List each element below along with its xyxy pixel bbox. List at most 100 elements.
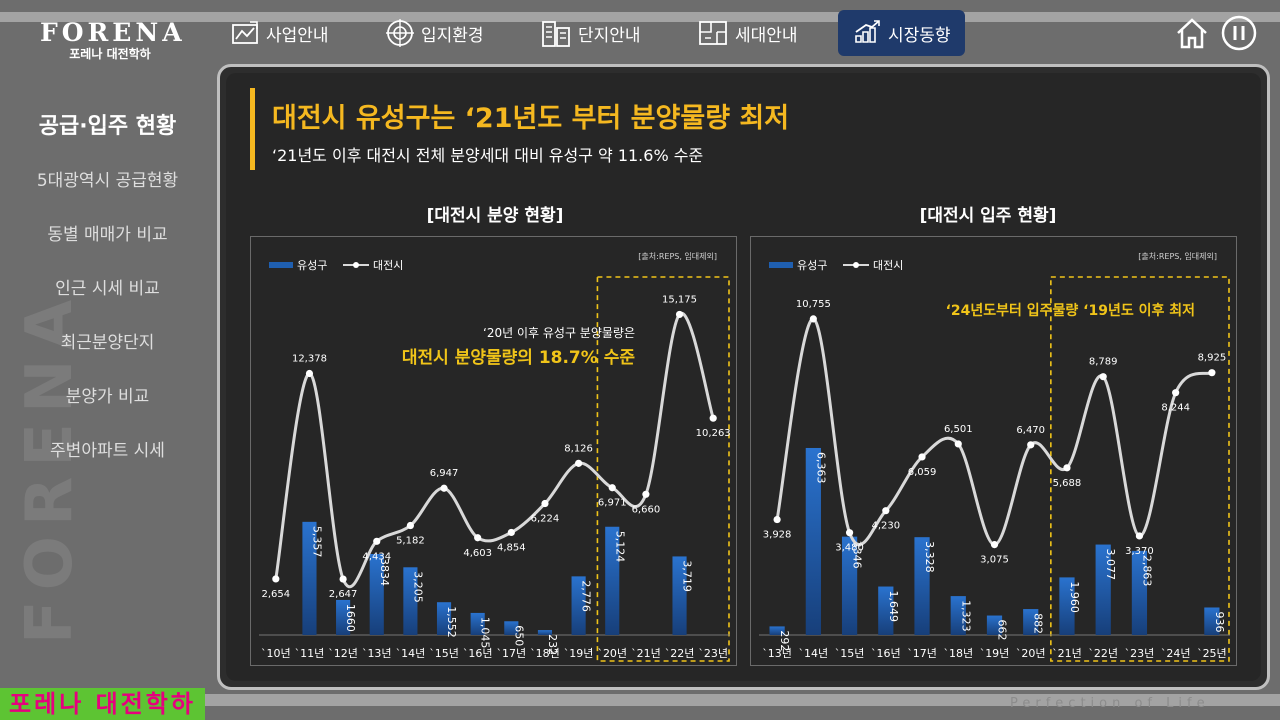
nav-item-units[interactable]: 세대안내 xyxy=(697,10,798,56)
source-note: [출처:REPS, 임대제외] xyxy=(638,251,717,261)
line-value-label: 8,126 xyxy=(564,443,593,454)
line-value-label: 4,603 xyxy=(463,548,492,559)
line-value-label: 12,378 xyxy=(292,354,327,365)
bar-value-label: 3,077 xyxy=(1104,549,1117,581)
bar-value-label: 1,045 xyxy=(479,617,492,649)
source-note: [출처:REPS, 임대제외] xyxy=(1138,251,1217,261)
bar-yuseong xyxy=(369,554,384,635)
sidebar: 공급·입주 현황 5대광역시 공급현황 동별 매매가 비교 인근 시세 비교 최… xyxy=(0,100,215,478)
line-point xyxy=(541,499,549,508)
x-tick-label: `17년 xyxy=(497,647,527,660)
x-tick-label: `11년 xyxy=(295,647,325,660)
pause-icon[interactable] xyxy=(1220,14,1258,52)
bar-yuseong xyxy=(436,602,452,635)
bar-yuseong xyxy=(1023,609,1039,635)
line-value-label: 10,755 xyxy=(796,299,831,310)
brand-logo[interactable]: FORENA 포레나 대전학하 xyxy=(40,18,182,62)
bar-yuseong xyxy=(605,526,620,635)
line-point xyxy=(709,414,717,422)
line-value-label: 8,925 xyxy=(1198,353,1227,364)
sidebar-item-supply-occupancy[interactable]: 공급·입주 현황 xyxy=(38,114,177,139)
bar-yuseong xyxy=(1131,550,1148,635)
legend-line-marker xyxy=(853,262,859,268)
page-subtitle: ‘21년도 이후 대전시 전체 분양세대 대비 유성구 약 11.6% 수준 xyxy=(272,146,704,165)
blueprint-icon xyxy=(232,21,258,44)
nav-label: 시장동향 xyxy=(888,25,951,46)
x-tick-label: `10년 xyxy=(261,647,291,660)
bar-value-label: 5,357 xyxy=(310,526,323,558)
nav-item-business[interactable]: 사업안내 xyxy=(230,10,329,56)
footer-tagline: Perfection of Life xyxy=(1010,696,1210,711)
x-tick-label: `16년 xyxy=(871,647,901,660)
bar-value-label: 5,124 xyxy=(613,531,626,563)
home-icon[interactable] xyxy=(1173,14,1211,52)
sidebar-item-sale-price[interactable]: 분양가 비교 xyxy=(65,387,150,407)
sidebar-item-nearby-price[interactable]: 인근 시세 비교 xyxy=(55,279,160,299)
line-point xyxy=(507,528,515,537)
bar-yuseong xyxy=(878,586,894,635)
building-icon xyxy=(542,21,570,47)
line-point xyxy=(440,484,448,492)
sidebar-item-nearby-apartments[interactable]: 주변아파트 시세 xyxy=(50,441,165,461)
x-tick-label: `18년 xyxy=(530,647,560,660)
line-point xyxy=(882,507,890,515)
sidebar-item-metro-supply[interactable]: 5대광역시 공급현황 xyxy=(36,171,179,191)
bar-yuseong xyxy=(1059,577,1075,635)
line-point xyxy=(608,484,616,492)
nav-label: 사업안내 xyxy=(266,25,329,46)
legend-line-marker xyxy=(353,262,359,268)
x-tick-label: `14년 xyxy=(396,647,426,660)
chart-title-sales: [대전시 분양 현황] xyxy=(426,206,564,226)
bar-value-label: 1,649 xyxy=(887,591,900,623)
bar-yuseong xyxy=(504,621,519,635)
x-tick-label: `13년 xyxy=(362,647,392,660)
legend-label-daejeon: 대전시 xyxy=(873,259,903,272)
x-tick-label: `20년 xyxy=(597,647,627,660)
line-value-label: 6,971 xyxy=(598,498,627,509)
bar-value-label: 936 xyxy=(1213,611,1226,632)
x-tick-label: `16년 xyxy=(463,647,493,660)
bar-value-label: 650 xyxy=(512,625,525,646)
line-value-label: 3,928 xyxy=(763,530,792,541)
sidebar-item-recent-sales[interactable]: 최근분양단지 xyxy=(60,333,155,353)
bar-value-label: 3346 xyxy=(851,541,864,569)
bar-yuseong xyxy=(769,626,785,635)
bar-value-label: 292 xyxy=(778,630,791,651)
bar-value-label: 1,960 xyxy=(1068,581,1081,613)
content-panel xyxy=(217,64,1270,690)
line-value-label: 2,647 xyxy=(329,589,358,600)
line-point xyxy=(339,575,347,583)
line-point xyxy=(305,369,314,378)
x-tick-label: `23년 xyxy=(698,647,728,660)
line-point xyxy=(990,541,999,549)
line-point xyxy=(642,490,650,498)
x-tick-label: `14년 xyxy=(799,647,829,660)
target-icon xyxy=(386,19,414,47)
line-value-label: 4,230 xyxy=(871,521,900,532)
bar-value-label: 3,205 xyxy=(411,571,424,603)
bar-value-label: 1660 xyxy=(344,604,357,632)
bar-value-label: 6,363 xyxy=(814,452,827,484)
bar-value-label: 3,328 xyxy=(923,541,936,573)
x-tick-label: `15년 xyxy=(835,647,865,660)
line-point xyxy=(1099,373,1107,381)
line-value-label: 3,370 xyxy=(1125,546,1154,557)
nav-label: 세대안내 xyxy=(735,25,798,46)
nav-item-complex[interactable]: 단지안내 xyxy=(540,10,641,56)
line-point xyxy=(954,440,962,448)
x-tick-label: `20년 xyxy=(1016,647,1046,660)
nav-label: 입지환경 xyxy=(421,25,484,46)
highlight-box xyxy=(596,276,730,662)
nav-item-market[interactable]: 시장동향 xyxy=(838,10,965,56)
line-value-label: 6,470 xyxy=(1016,425,1045,436)
x-tick-label: `15년 xyxy=(429,647,459,660)
growth-chart-icon xyxy=(855,20,880,43)
bar-yuseong xyxy=(470,612,485,635)
line-point xyxy=(1208,369,1216,377)
bar-yuseong xyxy=(302,521,317,635)
line-point xyxy=(1063,464,1071,472)
sidebar-item-dong-price[interactable]: 동별 매매가 비교 xyxy=(47,225,168,245)
bottom-bar xyxy=(0,694,1280,706)
nav-item-location[interactable]: 입지환경 xyxy=(385,10,484,56)
x-tick-label: `25년 xyxy=(1197,647,1227,660)
